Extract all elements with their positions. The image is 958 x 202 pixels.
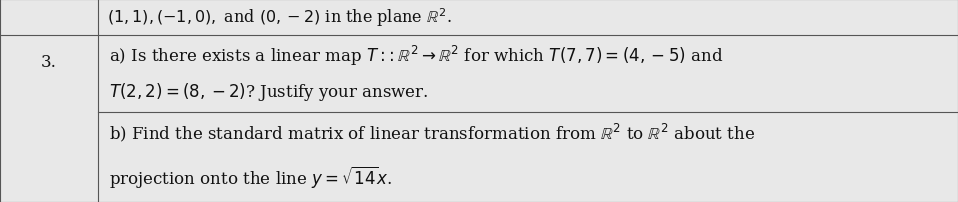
Text: b) Find the standard matrix of linear transformation from $\mathbb{R}^2$ to $\ma: b) Find the standard matrix of linear tr… [109,121,756,143]
Text: $(1, 1), (-1, 0),$ and $(0, -2)$ in the plane $\mathbb{R}^2$.: $(1, 1), (-1, 0),$ and $(0, -2)$ in the … [107,7,452,29]
Text: a) Is there exists a linear map $T:\!:\mathbb{R}^2 \to \mathbb{R}^2$ for which $: a) Is there exists a linear map $T:\!:\m… [109,44,723,68]
Text: projection onto the line $y = \sqrt{14}x$.: projection onto the line $y = \sqrt{14}x… [109,163,393,189]
Text: $T(2,2) = (8,-2)$? Justify your answer.: $T(2,2) = (8,-2)$? Justify your answer. [109,80,428,102]
Text: 3.: 3. [41,54,57,71]
